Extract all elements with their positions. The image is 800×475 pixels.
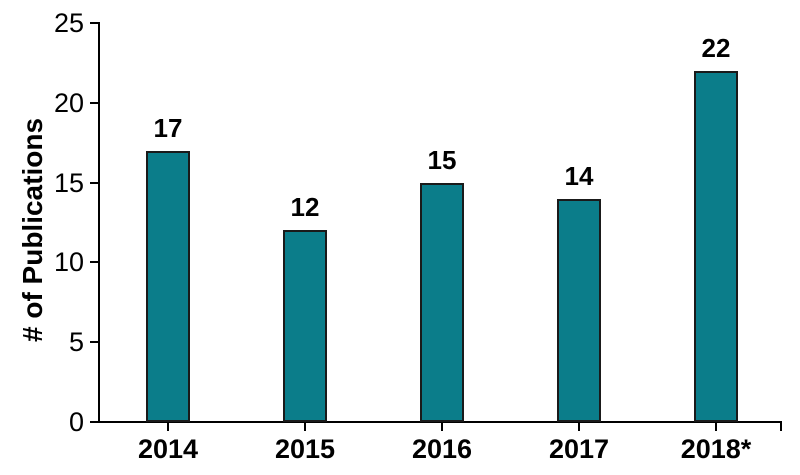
bar-2018* [694,71,738,422]
y-tick-25 [90,22,98,24]
y-tick-10 [90,261,98,264]
bar-2014 [146,151,190,422]
bar-value-label-2016: 15 [427,145,457,175]
x-tick-2014 [167,423,169,431]
x-tick-2017 [578,423,580,431]
y-tick-15 [90,181,98,184]
x-tick-2018* [715,423,717,431]
y-tick-5 [90,341,98,344]
y-tick-label-0: 0 [68,407,84,437]
x-tick-2015 [304,423,306,431]
x-tick-label-2017: 2017 [548,434,610,464]
y-axis-line [98,22,100,423]
x-axis-end-tick [780,423,782,431]
bar-2017 [557,199,601,422]
y-tick-label-10: 10 [53,247,84,278]
x-tick-label-2018*: 2018* [680,434,752,464]
bar-value-label-2017: 14 [564,161,594,191]
x-tick-label-2016: 2016 [411,434,473,464]
y-tick-label-15: 15 [53,167,84,198]
bar-2016 [420,183,464,422]
x-axis-line [98,421,782,423]
y-tick-label-20: 20 [53,87,84,118]
y-tick-0 [90,421,98,423]
bar-value-label-2014: 17 [153,113,183,143]
x-tick-2016 [441,423,443,431]
y-axis-title: # of Publications [17,117,48,343]
y-tick-label-25: 25 [53,8,84,38]
x-tick-label-2014: 2014 [137,434,199,464]
x-tick-label-2015: 2015 [274,434,336,464]
bar-2015 [283,230,327,422]
bar-value-label-2018*: 22 [701,33,731,63]
y-tick-20 [90,101,98,104]
bar-value-label-2015: 12 [290,192,320,222]
y-tick-label-5: 5 [68,327,84,358]
